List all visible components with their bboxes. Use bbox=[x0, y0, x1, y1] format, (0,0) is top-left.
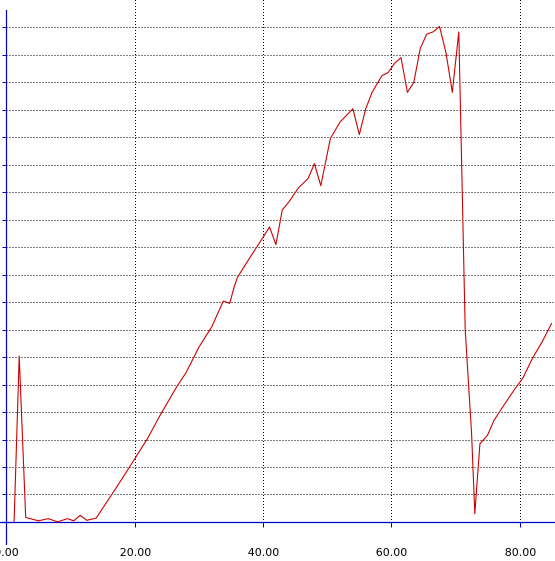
series-point bbox=[542, 341, 543, 342]
series-point bbox=[474, 513, 475, 514]
series-layer bbox=[13, 25, 553, 523]
series-point bbox=[57, 521, 58, 522]
series-point bbox=[14, 521, 15, 522]
series-point bbox=[211, 326, 212, 327]
series-point bbox=[532, 358, 533, 359]
series-point bbox=[48, 518, 49, 519]
series-point bbox=[445, 52, 446, 53]
series-point bbox=[176, 387, 177, 388]
series-point bbox=[493, 420, 494, 421]
series-point bbox=[340, 121, 341, 122]
series-point bbox=[223, 301, 224, 302]
series-point bbox=[513, 391, 514, 392]
series-point bbox=[407, 92, 408, 93]
series-point bbox=[471, 433, 472, 434]
series-point bbox=[458, 31, 459, 32]
series-point bbox=[250, 257, 251, 258]
series-point bbox=[73, 520, 74, 521]
series-point bbox=[388, 72, 389, 73]
series-point bbox=[19, 355, 20, 356]
series-point bbox=[67, 518, 68, 519]
x-tick-label: 0.00 bbox=[0, 546, 19, 559]
x-tick-label: 40.00 bbox=[248, 546, 280, 559]
series-point bbox=[522, 377, 523, 378]
series-point bbox=[465, 329, 466, 330]
series-point bbox=[282, 209, 283, 210]
series-point bbox=[359, 134, 360, 135]
x-tick-label: 20.00 bbox=[120, 546, 152, 559]
series-point bbox=[365, 108, 366, 109]
series-point bbox=[320, 185, 321, 186]
series-point bbox=[433, 31, 434, 32]
series-point bbox=[121, 479, 122, 480]
series-point bbox=[314, 163, 315, 164]
series-point bbox=[234, 286, 235, 287]
x-tick-label: 80.00 bbox=[505, 546, 537, 559]
series-point bbox=[381, 75, 382, 76]
series-point bbox=[413, 82, 414, 83]
series-point bbox=[452, 92, 453, 93]
series-point bbox=[400, 57, 401, 58]
axes bbox=[0, 10, 555, 545]
series-point bbox=[38, 520, 39, 521]
series-point bbox=[25, 517, 26, 518]
series-point bbox=[551, 322, 552, 323]
series-point bbox=[330, 138, 331, 139]
tick-labels: 0.000.501.001.502.002.503.003.504.004.50… bbox=[0, 546, 537, 559]
series-point bbox=[269, 226, 270, 227]
series-line-1 bbox=[13, 25, 553, 523]
series-point bbox=[298, 187, 299, 188]
series-point bbox=[186, 372, 187, 373]
series-point bbox=[307, 178, 308, 179]
series-point bbox=[80, 515, 81, 516]
series-point bbox=[503, 405, 504, 406]
series-point bbox=[263, 237, 264, 238]
x-tick-label: 60.00 bbox=[376, 546, 408, 559]
series-point bbox=[237, 277, 238, 278]
series-point bbox=[147, 438, 148, 439]
series-point bbox=[487, 435, 488, 436]
series-point bbox=[420, 48, 421, 49]
series-point bbox=[372, 92, 373, 93]
series-point bbox=[198, 347, 199, 348]
gridlines bbox=[6, 0, 555, 523]
series-point bbox=[352, 108, 353, 109]
series-point bbox=[479, 443, 480, 444]
series-point bbox=[394, 63, 395, 64]
series-point bbox=[96, 518, 97, 519]
series-point bbox=[275, 244, 276, 245]
series-point bbox=[160, 414, 161, 415]
series-point bbox=[229, 303, 230, 304]
series-point bbox=[86, 520, 87, 521]
series-point bbox=[288, 202, 289, 203]
series-point bbox=[439, 26, 440, 27]
series-point bbox=[426, 34, 427, 35]
